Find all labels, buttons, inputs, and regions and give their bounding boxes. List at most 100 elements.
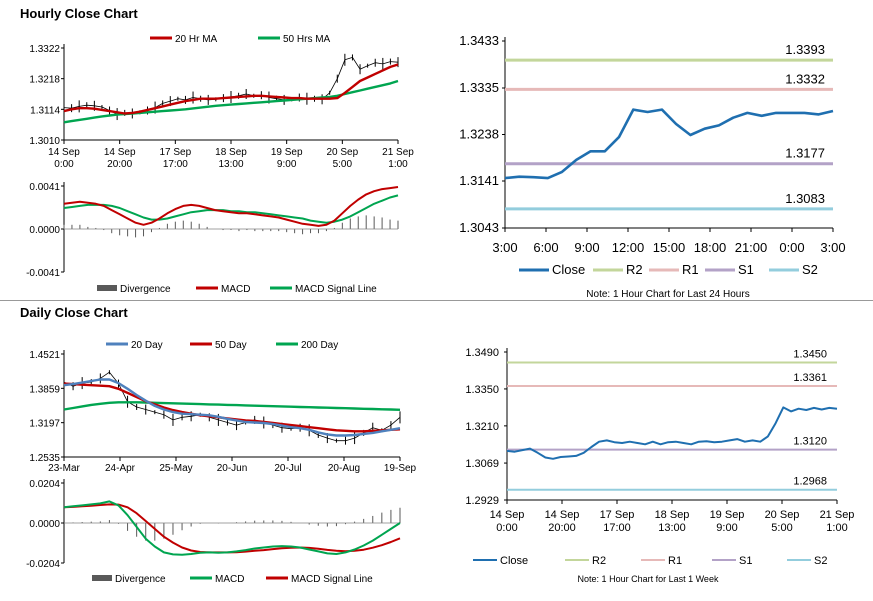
hourly-price-y-tick-label: 1.3218 [29,75,60,86]
hourly-pivot-y-tick-label: 1.3238 [459,127,499,142]
hourly-price-y-tick-label: 1.3322 [29,44,60,55]
daily-pivot-y-tick-label: 1.2929 [465,495,499,507]
daily-pivot-legend-s2-label: S2 [814,555,827,567]
hourly-pivot-x-tick-label: 15:00 [653,240,686,255]
daily-pivot-x-tick-label: 14 Sep 20:00 [545,509,580,534]
daily-legend-200day-label: 200 Day [301,340,338,351]
hourly-pivot-level-label-r2: 1.3393 [785,42,825,57]
daily-macd-line [63,500,401,556]
hourly-pivot-x-tick-label: 3:00 [492,240,517,255]
daily-price-x-tick-label: 20-Aug [328,463,360,474]
hourly-pivot-y-tick-label: 1.3141 [459,173,499,188]
hourly-macd-y-tick-label: 0.0041 [29,182,60,193]
daily-pivot-close-line [506,406,838,460]
hourly-macd-y-tick-label: -0.0041 [26,268,60,279]
daily-pivot-x-tick-label: 18 Sep 13:00 [655,509,690,534]
hourly-legend-50hr-label: 50 Hrs MA [283,34,331,45]
daily-price-y-tick-label: 1.4521 [29,350,60,361]
daily-macd-legend-macd-label: MACD [215,574,244,585]
hourly-price-x-tick-label: 14 Sep 20:00 [104,147,136,170]
daily-price-x-tick-label: 23-Mar [48,463,80,474]
daily-section-title: Daily Close Chart [20,305,128,320]
daily-price-x-tick-label: 25-May [159,463,192,474]
hourly-pivot-legend-close-label: Close [552,262,585,277]
daily-price-y-tick-label: 1.3197 [29,419,60,430]
daily-macd-signal-line [63,503,401,554]
daily-pivot-x-tick-label: 17 Sep 17:00 [600,509,635,534]
hourly-macd-legend-macd-label: MACD [221,284,250,295]
daily-pivot-level-label-s1: 1.3120 [793,436,827,448]
section-divider [0,300,873,301]
hourly-pivot-legend-r2-label: R2 [626,262,643,277]
hourly-macd-line [63,186,399,227]
daily-pivot-x-tick-label: 21 Sep 1:00 [820,509,855,534]
daily-pivot-level-label-s2: 1.2968 [793,476,827,488]
hourly-price-y-tick-label: 1.3114 [30,105,60,116]
daily-macd-y-tick-label: 0.0204 [29,479,60,490]
hourly-pivot-x-tick-label: 3:00 [820,240,845,255]
hourly-macd-legend-divergence-label: Divergence [120,284,171,295]
daily-macd-legend-divergence-label: Divergence [115,574,166,585]
hourly-pivot-legend-s2-label: S2 [802,262,818,277]
hourly-pivot-level-label-r1: 1.3332 [785,71,825,86]
daily-price-x-tick-label: 20-Jun [217,463,248,474]
daily-price-x-tick-label: 24-Apr [105,463,136,474]
hourly-price-x-tick-label: 18 Sep 13:00 [215,147,247,170]
daily-price-y-tick-label: 1.3859 [29,384,60,395]
daily-pivot-x-tick-label: 19 Sep 9:00 [710,509,745,534]
hourly-price-x-tick-label: 17 Sep 17:00 [159,147,191,170]
hourly-macd-legend-divergence-swatch [97,285,117,291]
hourly-pivot-x-tick-label: 12:00 [612,240,645,255]
daily-pivot-legend-r1-label: R1 [668,555,682,567]
daily-price-line [63,371,401,442]
daily-legend-50day-label: 50 Day [215,340,247,351]
hourly-pivot-legend-r1-label: R1 [682,262,699,277]
hourly-pivot-y-tick-label: 1.3043 [459,220,499,235]
hourly-pivot-level-label-s2: 1.3083 [785,191,825,206]
daily-200day-line [63,401,401,411]
hourly-price-x-tick-label: 19 Sep 9:00 [271,147,303,170]
hourly-pivot-legend-s1-label: S1 [738,262,754,277]
hourly-20hr-ma-line [63,63,399,115]
hourly-pivot-x-tick-label: 0:00 [779,240,804,255]
hourly-pivot-x-tick-label: 18:00 [694,240,727,255]
hourly-price-x-tick-label: 21 Sep 1:00 [382,147,414,170]
hourly-section-title: Hourly Close Chart [20,6,138,21]
daily-pivot-legend-s1-label: S1 [739,555,752,567]
hourly-macd-y-tick-label: 0.0000 [29,225,60,236]
hourly-pivot-x-tick-label: 21:00 [735,240,768,255]
daily-pivot-y-tick-label: 1.3490 [465,347,499,359]
hourly-pivot-close-line [504,108,834,180]
daily-macd-legend-divergence-swatch [92,575,112,581]
hourly-price-x-tick-label: 20 Sep 5:00 [326,147,358,170]
hourly-pivot-y-tick-label: 1.3433 [459,33,499,48]
daily-pivot-y-tick-label: 1.3350 [465,384,499,396]
daily-pivot-level-label-r2: 1.3450 [793,349,827,361]
daily-pivot-x-tick-label: 14 Sep 0:00 [490,509,525,534]
hourly-macd-legend-signal-label: MACD Signal Line [295,284,377,295]
hourly-pivot-y-tick-label: 1.3335 [459,80,499,95]
daily-pivot-legend-close-label: Close [500,555,528,567]
daily-pivot-y-tick-label: 1.3210 [465,421,499,433]
daily-pivot-legend-r2-label: R2 [592,555,606,567]
hourly-price-y-tick-label: 1.3010 [29,136,60,147]
daily-price-x-tick-label: 20-Jul [274,463,301,474]
daily-legend-20day-label: 20 Day [131,340,163,351]
hourly-price-x-tick-label: 14 Sep 0:00 [48,147,80,170]
daily-macd-y-tick-label: 0.0000 [29,519,60,530]
daily-price-y-tick-label: 1.2535 [29,453,60,464]
daily-pivot-note: Note: 1 Hour Chart for Last 1 Week [578,574,719,584]
hourly-legend-20hr-label: 20 Hr MA [175,34,218,45]
hourly-pivot-level-label-s1: 1.3177 [785,146,825,161]
daily-price-x-tick-label: 19-Sep [384,463,417,474]
daily-pivot-x-tick-label: 20 Sep 5:00 [765,509,800,534]
daily-macd-legend-signal-label: MACD Signal Line [291,574,373,585]
daily-20day-line [63,378,401,437]
daily-pivot-y-tick-label: 1.3069 [465,458,499,470]
hourly-pivot-x-tick-label: 6:00 [533,240,558,255]
daily-pivot-level-label-r1: 1.3361 [793,372,827,384]
hourly-pivot-note: Note: 1 Hour Chart for Last 24 Hours [586,289,749,300]
hourly-pivot-x-tick-label: 9:00 [574,240,599,255]
daily-macd-y-tick-label: -0.0204 [26,559,60,570]
